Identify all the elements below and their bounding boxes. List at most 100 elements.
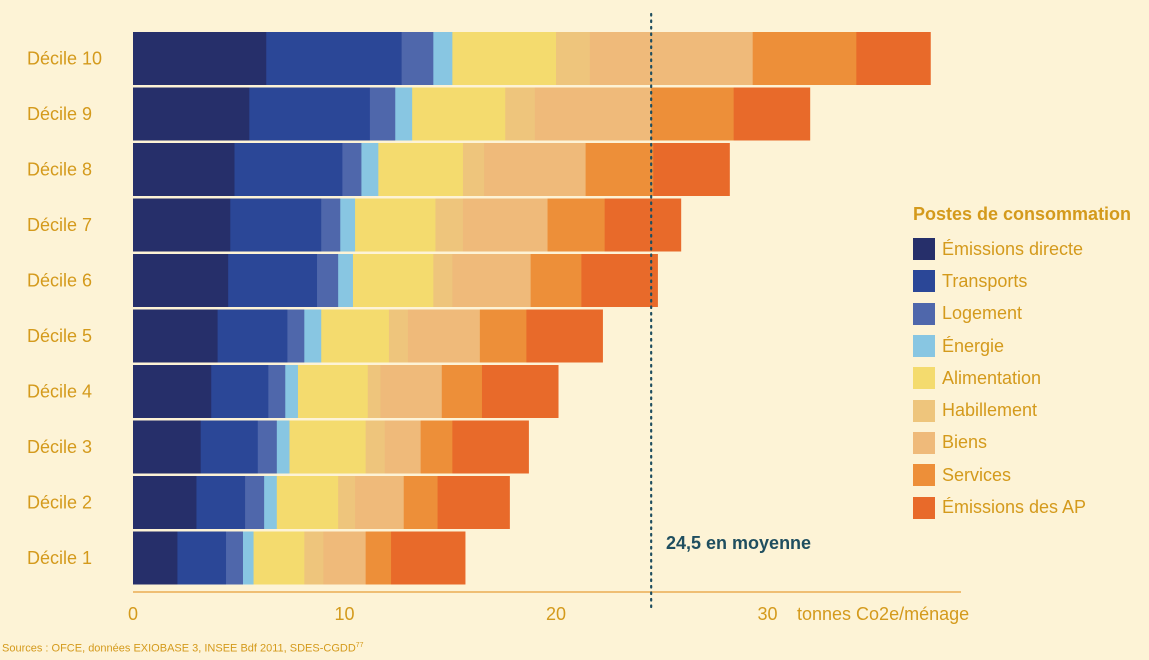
legend-label: Émissions directe	[942, 238, 1084, 259]
bar-segment-decile-8-alimentation	[378, 143, 464, 196]
bar-segment-decile-5-logement	[287, 309, 305, 363]
x-axis-unit-label: tonnes Co2e/ménage	[797, 604, 969, 624]
bar-segment-decile-5-emissions-des-ap	[526, 309, 603, 363]
bar-segment-decile-4-logement	[268, 365, 286, 418]
bar-segment-decile-5-habillement	[388, 309, 409, 363]
bar-segment-decile-8-logement	[342, 143, 362, 196]
bar-segment-decile-9-logement	[369, 87, 396, 141]
bar-segment-decile-1-logement	[226, 531, 244, 585]
legend-item-emissions-des-ap: Émissions des AP	[913, 491, 1149, 523]
source-note: Sources : OFCE, données EXIOBASE 3, INSE…	[2, 642, 364, 655]
bar-segment-decile-3-services	[420, 420, 453, 474]
legend-swatch	[913, 431, 935, 454]
bar-segment-decile-5-emissions-directe	[133, 309, 218, 363]
legend-items: Émissions directe Transports Logement Énerg…	[913, 233, 1149, 524]
bar-segment-decile-3-habillement	[365, 420, 386, 474]
bar-segment-decile-3-biens	[384, 420, 422, 474]
legend-item-habillement: Habillement	[913, 394, 1149, 426]
source-text: Sources : OFCE, données EXIOBASE 3, INSE…	[2, 642, 356, 655]
bar-segment-decile-6-biens	[452, 254, 532, 307]
legend-item-energie: Énergie	[913, 330, 1149, 362]
bar-segment-decile-1-transports	[177, 531, 227, 585]
bar-segment-decile-2-services	[403, 476, 438, 529]
bar-segment-decile-7-emissions-des-ap	[604, 198, 682, 252]
legend-swatch	[913, 464, 935, 487]
x-tick-label: 30	[757, 604, 777, 624]
bar-segment-decile-10-emissions-des-ap	[856, 32, 931, 85]
bar-segment-decile-1-alimentation	[253, 531, 305, 585]
bar-segment-decile-10-biens	[589, 32, 754, 85]
legend-label: Transports	[942, 270, 1028, 291]
bar-segment-decile-2-emissions-directe	[133, 476, 197, 529]
bar-segment-decile-8-biens	[484, 143, 587, 196]
category-label: Décile 8	[27, 160, 92, 180]
x-tick-label: 10	[334, 604, 354, 624]
bar-segment-decile-3-energie	[276, 420, 290, 474]
category-label: Décile 6	[27, 271, 92, 291]
category-label: Décile 9	[27, 104, 92, 124]
legend-label: Biens	[942, 432, 988, 453]
bar-segment-decile-6-alimentation	[352, 254, 434, 307]
bar-segment-decile-10-services	[752, 32, 857, 85]
legend: Postes de consommation Émissions directe…	[913, 204, 1149, 524]
bar-segment-decile-8-transports	[234, 143, 343, 196]
category-label: Décile 2	[27, 493, 92, 513]
bar-segment-decile-6-transports	[228, 254, 318, 307]
bar-segment-decile-6-emissions-directe	[133, 254, 229, 307]
bar-segment-decile-10-energie	[433, 32, 453, 85]
bar-segment-decile-5-biens	[407, 309, 481, 363]
bars-layer	[133, 32, 931, 585]
bar-segment-decile-1-energie	[242, 531, 254, 585]
bar-segment-decile-5-services	[479, 309, 527, 363]
bar-segment-decile-4-biens	[380, 365, 443, 418]
x-tick-label: 0	[128, 604, 138, 624]
bar-segment-decile-8-habillement	[462, 143, 485, 196]
bar-segment-decile-4-energie	[285, 365, 299, 418]
bar-segment-decile-2-emissions-des-ap	[437, 476, 510, 529]
legend-label: Habillement	[942, 400, 1038, 421]
bar-segment-decile-9-emissions-directe	[133, 87, 250, 141]
bar-segment-decile-1-emissions-des-ap	[391, 531, 466, 585]
legend-label: Émissions des AP	[942, 497, 1087, 518]
legend-swatch	[913, 496, 935, 519]
category-label: Décile 4	[27, 382, 92, 402]
bar-segment-decile-7-energie	[340, 198, 356, 252]
legend-item-biens: Biens	[913, 427, 1149, 459]
bar-segment-decile-8-emissions-directe	[133, 143, 235, 196]
bar-segment-decile-7-emissions-directe	[133, 198, 231, 252]
bar-segment-decile-4-alimentation	[297, 365, 369, 418]
bar-segment-decile-5-transports	[217, 309, 288, 363]
source-footnote: 77	[355, 642, 364, 649]
bar-segment-decile-9-services	[651, 87, 735, 141]
bar-segment-decile-9-habillement	[505, 87, 536, 141]
legend-swatch	[913, 302, 935, 325]
bar-segment-decile-4-habillement	[367, 365, 381, 418]
bar-segment-decile-2-biens	[355, 476, 405, 529]
legend-swatch	[913, 367, 935, 390]
bar-segment-decile-8-emissions-des-ap	[653, 143, 730, 196]
legend-label: Services	[942, 464, 1012, 485]
bar-segment-decile-7-alimentation	[355, 198, 436, 252]
bar-segment-decile-10-logement	[401, 32, 434, 85]
bar-segment-decile-9-emissions-des-ap	[733, 87, 811, 141]
bar-segment-decile-8-services	[585, 143, 654, 196]
bar-segment-decile-8-energie	[361, 143, 379, 196]
bar-segment-decile-4-transports	[211, 365, 269, 418]
bar-segment-decile-10-transports	[266, 32, 403, 85]
legend-swatch	[913, 270, 935, 293]
bar-segment-decile-2-energie	[264, 476, 278, 529]
bar-segment-decile-2-transports	[196, 476, 246, 529]
legend-swatch	[913, 399, 935, 422]
bar-segment-decile-1-habillement	[304, 531, 324, 585]
legend-item-services: Services	[913, 459, 1149, 491]
bar-segment-decile-3-alimentation	[289, 420, 367, 474]
bar-segment-decile-5-energie	[304, 309, 322, 363]
bar-segment-decile-9-energie	[395, 87, 413, 141]
category-label: Décile 10	[27, 49, 102, 69]
bar-segment-decile-6-services	[530, 254, 582, 307]
bar-segment-decile-6-emissions-des-ap	[581, 254, 658, 307]
legend-swatch	[913, 238, 935, 261]
bar-segment-decile-3-logement	[257, 420, 278, 474]
bar-segment-decile-7-logement	[321, 198, 341, 252]
